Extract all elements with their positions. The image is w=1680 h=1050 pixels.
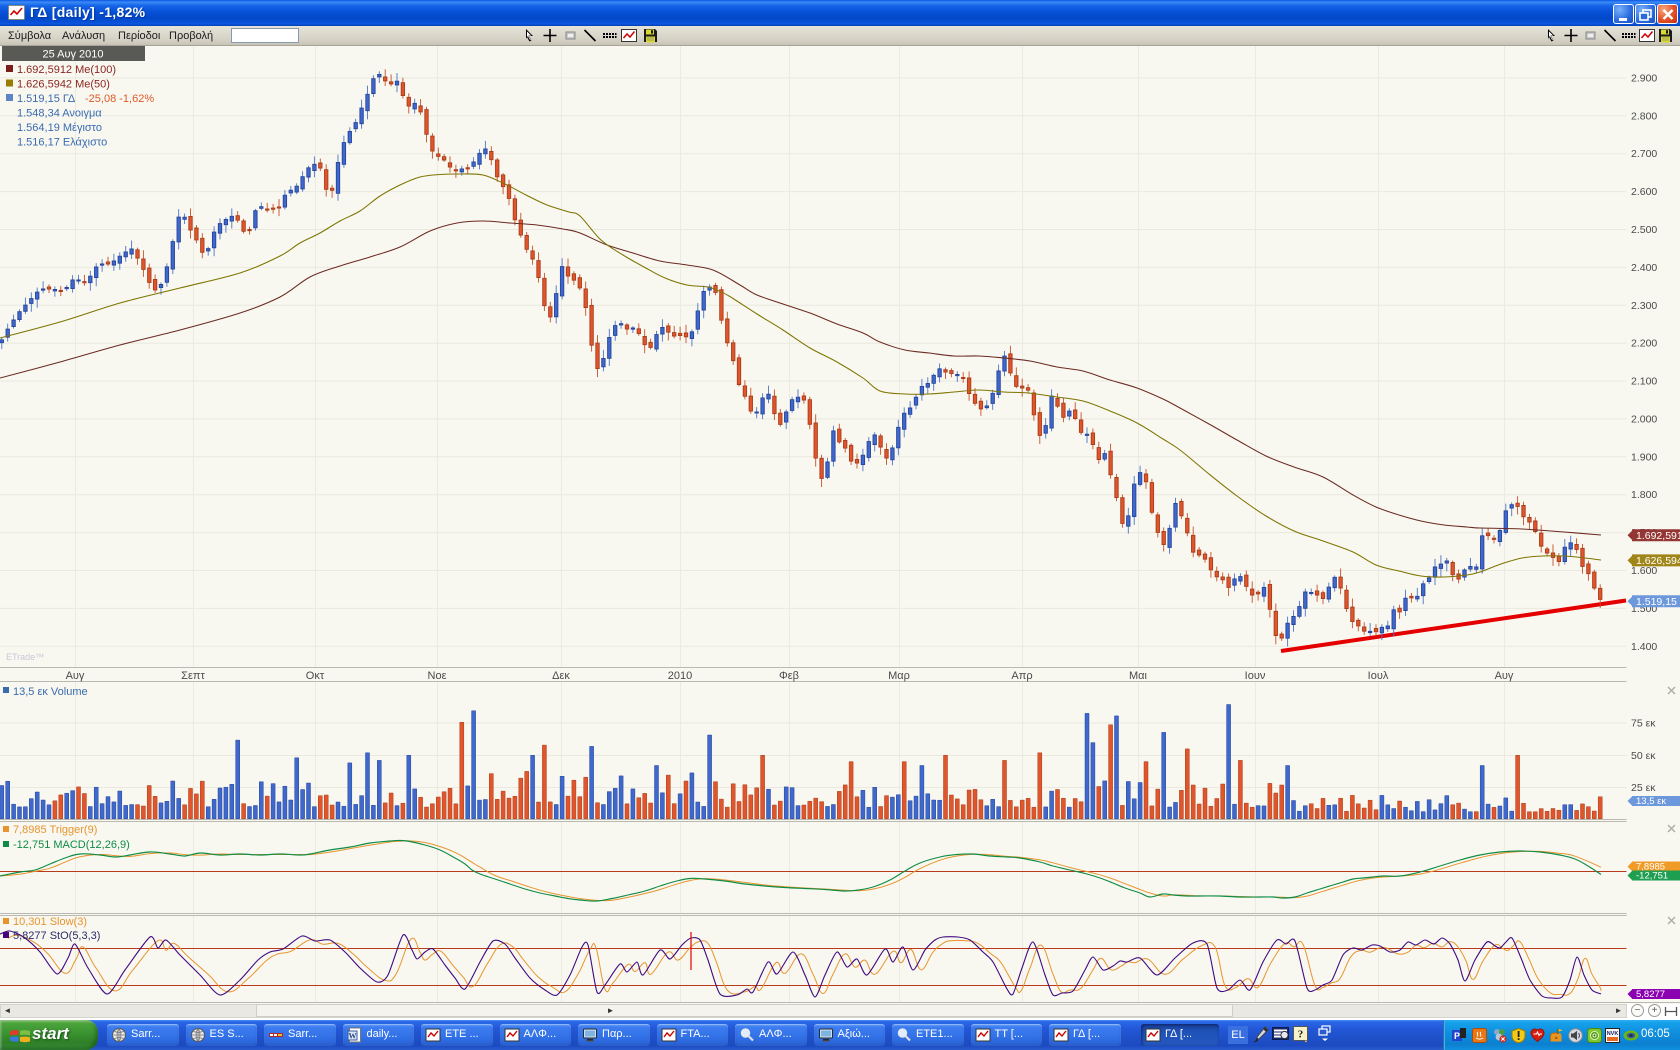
svg-text:Φεβ: Φεβ: [779, 670, 799, 682]
svg-text:2.600: 2.600: [1631, 186, 1657, 198]
svg-text:2010: 2010: [668, 670, 692, 682]
svg-text:25 εκ: 25 εκ: [1631, 782, 1656, 794]
svg-text:7,8985: 7,8985: [1636, 862, 1665, 873]
svg-text:1.400: 1.400: [1631, 641, 1657, 653]
svg-text:1.800: 1.800: [1631, 489, 1657, 501]
svg-text:1.548,34 Ανοιγμα: 1.548,34 Ανοιγμα: [17, 108, 102, 120]
svg-text:Απρ: Απρ: [1011, 670, 1032, 682]
svg-text:-12,751: -12,751: [1636, 871, 1668, 882]
svg-text:2.900: 2.900: [1631, 72, 1657, 84]
svg-text:13,5 εκ: 13,5 εκ: [1636, 796, 1666, 807]
svg-text:1.626,5942 Me(50): 1.626,5942 Me(50): [17, 79, 110, 91]
svg-text:2.400: 2.400: [1631, 262, 1657, 274]
svg-text:Αυγ: Αυγ: [1495, 670, 1514, 682]
svg-text:-25,08 -1,62%: -25,08 -1,62%: [85, 93, 154, 105]
svg-text:?: ?: [1298, 1029, 1304, 1041]
svg-text:5,8277 StO(5,3,3): 5,8277 StO(5,3,3): [13, 930, 100, 942]
svg-text:2.800: 2.800: [1631, 110, 1657, 122]
svg-text:13,5 εκ Volume: 13,5 εκ Volume: [13, 686, 88, 698]
svg-text:2.200: 2.200: [1631, 338, 1657, 350]
svg-text:NVK: NVK: [1607, 1031, 1619, 1037]
svg-text:Σεπτ: Σεπτ: [181, 670, 205, 682]
svg-text:P: P: [1454, 1031, 1460, 1041]
svg-text:W: W: [348, 1032, 356, 1041]
svg-text:2.100: 2.100: [1631, 376, 1657, 388]
svg-text:1.692,591: 1.692,591: [1636, 530, 1680, 542]
svg-text:50 εκ: 50 εκ: [1631, 750, 1656, 762]
svg-text:10,301 Slow(3): 10,301 Slow(3): [13, 916, 87, 928]
svg-text:Οκτ: Οκτ: [306, 670, 325, 682]
svg-text:Μαι: Μαι: [1129, 670, 1148, 682]
svg-text:1.519,15: 1.519,15: [1636, 596, 1677, 608]
svg-text:2.000: 2.000: [1631, 413, 1657, 425]
svg-text:Δεκ: Δεκ: [552, 670, 570, 682]
svg-text:75 εκ: 75 εκ: [1631, 718, 1656, 730]
svg-text:Ιουν: Ιουν: [1245, 670, 1266, 682]
svg-text:1.564,19 Μέγιστο: 1.564,19 Μέγιστο: [17, 122, 102, 134]
svg-text:1.600: 1.600: [1631, 565, 1657, 577]
svg-text:1.900: 1.900: [1631, 451, 1657, 463]
svg-text:2.500: 2.500: [1631, 224, 1657, 236]
svg-text:5,8277: 5,8277: [1636, 989, 1665, 1000]
svg-text:1.516,17 Ελάχιστο: 1.516,17 Ελάχιστο: [17, 137, 107, 149]
svg-text:Μαρ: Μαρ: [888, 670, 910, 682]
svg-text:1.692,5912 Me(100): 1.692,5912 Me(100): [17, 64, 116, 76]
svg-text:Νοε: Νοε: [428, 670, 447, 682]
svg-text:-12,751 MACD(12,26,9): -12,751 MACD(12,26,9): [13, 839, 130, 851]
svg-text:2.700: 2.700: [1631, 148, 1657, 160]
svg-text:ETrade™: ETrade™: [6, 652, 44, 662]
svg-text:Ιουλ: Ιουλ: [1368, 670, 1389, 682]
svg-text:1.626,594: 1.626,594: [1636, 555, 1680, 567]
svg-text:1.519,15 ΓΔ: 1.519,15 ΓΔ: [17, 93, 76, 105]
svg-text:7,8985 Trigger(9): 7,8985 Trigger(9): [13, 824, 97, 836]
svg-text:25 Αυγ 2010: 25 Αυγ 2010: [42, 49, 103, 61]
svg-text:Αυγ: Αυγ: [66, 670, 85, 682]
svg-text:2.300: 2.300: [1631, 300, 1657, 312]
